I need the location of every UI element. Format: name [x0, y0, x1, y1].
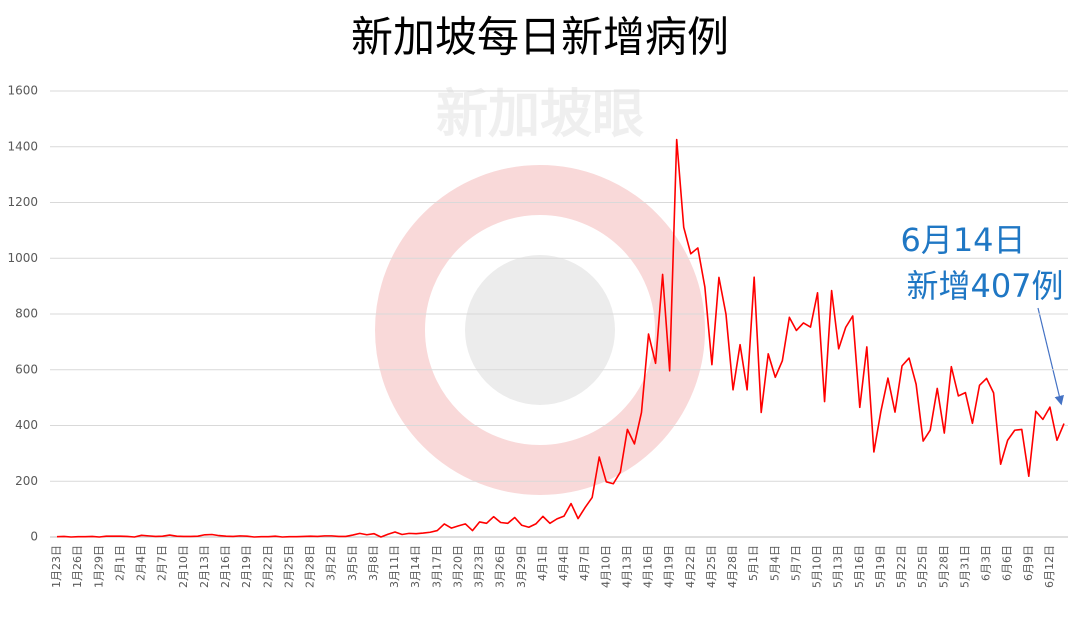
x-tick-label: 5月13日 [832, 545, 845, 588]
x-tick-label: 5月10日 [811, 545, 824, 588]
x-tick-label: 1月23日 [50, 545, 63, 588]
x-tick-label: 5月25日 [916, 545, 929, 588]
x-tick-label: 2月4日 [135, 545, 148, 581]
x-tick-label: 4月19日 [663, 545, 676, 588]
x-tick-label: 3月29日 [515, 545, 528, 588]
x-tick-label: 5月7日 [789, 545, 802, 581]
x-tick-label: 3月8日 [367, 545, 380, 581]
watermark-dot [465, 255, 615, 405]
annotation-arrow [1037, 307, 1064, 406]
x-tick-label: 4月1日 [536, 545, 549, 581]
y-tick-label: 0 [30, 530, 38, 544]
x-tick-label: 3月20日 [451, 545, 464, 588]
watermark-ring [375, 165, 705, 495]
x-tick-label: 1月26日 [71, 545, 84, 588]
y-tick-label: 600 [15, 362, 38, 376]
x-tick-label: 5月22日 [895, 545, 908, 588]
x-tick-label: 3月26日 [494, 545, 507, 588]
y-tick-label: 400 [15, 418, 38, 432]
x-tick-label: 4月28日 [726, 545, 739, 588]
y-tick-label: 1200 [7, 195, 38, 209]
x-tick-label: 2月1日 [113, 545, 126, 581]
x-tick-label: 3月11日 [388, 545, 401, 588]
x-tick-label: 2月16日 [219, 545, 232, 588]
x-tick-label: 5月1日 [747, 545, 760, 581]
x-tick-label: 4月25日 [705, 545, 718, 588]
x-tick-label: 2月7日 [156, 545, 169, 581]
x-tick-label: 4月16日 [642, 545, 655, 588]
x-tick-label: 6月6日 [1001, 545, 1014, 581]
x-tick-label: 2月10日 [177, 545, 190, 588]
x-tick-label: 3月17日 [430, 545, 443, 588]
x-tick-label: 6月12日 [1043, 545, 1056, 588]
y-tick-label: 1400 [7, 139, 38, 153]
x-tick-label: 2月19日 [240, 545, 253, 588]
y-tick-label: 1600 [7, 84, 38, 98]
x-tick-label: 3月23日 [473, 545, 486, 588]
y-tick-label: 1000 [7, 251, 38, 265]
x-tick-label: 3月14日 [409, 545, 422, 588]
x-tick-label: 2月25日 [282, 545, 295, 588]
x-tick-label: 5月31日 [958, 545, 971, 588]
x-tick-label: 6月3日 [980, 545, 993, 581]
x-tick-label: 5月16日 [853, 545, 866, 588]
chart-title: 新加坡每日新增病例 [351, 13, 729, 62]
x-tick-label: 6月9日 [1022, 545, 1035, 581]
line [56, 138, 1065, 538]
y-tick-label: 800 [15, 307, 38, 321]
x-tick-label: 4月10日 [599, 545, 612, 588]
annotation: 新增407例 [906, 267, 1063, 305]
x-tick-label: 4月13日 [620, 545, 633, 588]
x-tick-label: 4月7日 [578, 545, 591, 581]
y-tick-label: 200 [15, 474, 38, 488]
x-tick-label: 5月4日 [768, 545, 781, 581]
x-tick-label: 2月28日 [304, 545, 317, 588]
x-tick-label: 5月19日 [874, 545, 887, 588]
x-tick-label: 2月13日 [198, 545, 211, 588]
x-tick-label: 3月2日 [325, 545, 338, 581]
watermark: 新加坡眼 [436, 85, 644, 145]
x-tick-label: 4月22日 [684, 545, 697, 588]
x-tick-label: 2月22日 [261, 545, 274, 588]
annotation: 6月14日 [900, 221, 1025, 259]
x-tick-label: 5月28日 [937, 545, 950, 588]
x-tick-label: 4月4日 [557, 545, 570, 581]
x-tick-label: 1月29日 [92, 545, 105, 588]
x-tick-label: 3月5日 [346, 545, 359, 581]
